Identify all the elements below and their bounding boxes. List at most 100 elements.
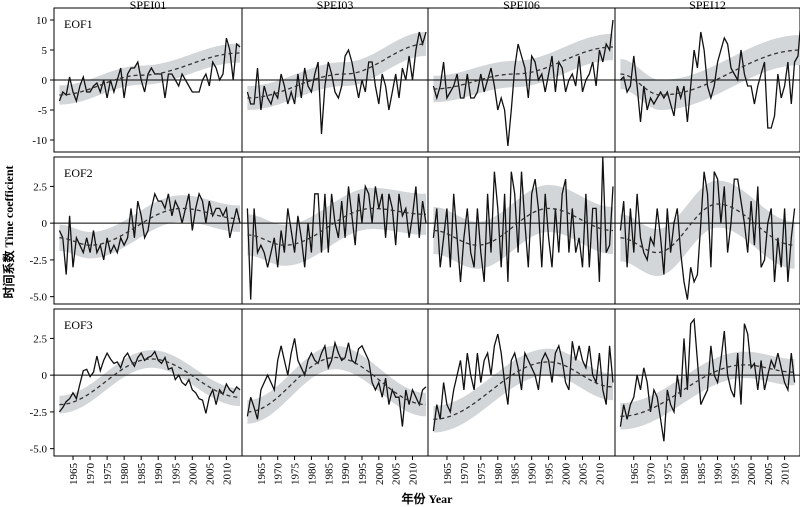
y-tick-label: 0: [42, 75, 48, 87]
x-tick-label: 2005: [578, 463, 590, 486]
series-line: [246, 338, 427, 427]
panel-eof1-spei12: [614, 7, 800, 153]
x-tick-label: 1975: [476, 463, 488, 486]
x-tick-label: 2005: [391, 463, 403, 486]
x-tick-label: 1990: [340, 463, 352, 486]
x-tick-label: 1975: [102, 463, 114, 486]
x-tick-label: 1980: [493, 463, 505, 486]
x-tick-label: 2005: [204, 463, 216, 486]
confidence-band: [433, 33, 613, 103]
y-tick-label: -10: [32, 135, 47, 147]
confidence-band: [620, 35, 800, 110]
panel-eof2-spei03: [241, 156, 429, 305]
x-tick-label: 1985: [136, 463, 148, 486]
series-line: [246, 31, 427, 135]
panel-eof3-spei03: 1965 1970 1975 1980 1985 1990 1995 2000 2005 2010: [241, 308, 429, 486]
x-tick-label: 1985: [510, 463, 522, 486]
series-line: [619, 23, 800, 129]
series-line: [619, 317, 796, 442]
panel-eof1-spei03: [241, 7, 429, 153]
y-tick-label: -2.5: [30, 255, 48, 267]
x-tick-label: 1995: [170, 463, 182, 486]
x-tick-label: 1985: [696, 463, 708, 486]
series-line: [619, 171, 796, 300]
x-tick-label: 2000: [187, 463, 199, 486]
x-tick-label: 1975: [662, 463, 674, 486]
series-line: [58, 37, 241, 104]
y-tick-label: 10: [36, 15, 48, 27]
row-label-eof3: EOF3: [64, 318, 93, 332]
x-tick-label: 2005: [763, 463, 775, 486]
panel-eof2-spei12: [614, 156, 800, 305]
x-tick-label: 1980: [119, 463, 131, 486]
panel-eof3-spei01: EOF3 2.5 0 -2.5 -5.0 1965 1970 1975 1980 1985 1990…: [30, 308, 243, 486]
x-tick-label: 2010: [780, 463, 792, 486]
series-line: [58, 191, 241, 275]
series-line: [58, 350, 241, 414]
y-tick-label: 0: [42, 370, 48, 382]
x-axis-label: 年份 Year: [402, 491, 454, 506]
trend-line: [620, 203, 795, 254]
row-label-eof1: EOF1: [64, 17, 93, 31]
confidence-band: [59, 350, 241, 414]
panel-frame: [241, 308, 429, 457]
series-line: [432, 156, 614, 282]
confidence-band: [247, 345, 426, 424]
x-tick-label: 1995: [729, 463, 741, 486]
y-tick-label: 0: [42, 218, 48, 230]
row-label-eof2: EOF2: [64, 166, 93, 180]
x-tick-label: 1965: [629, 463, 641, 486]
x-tick-label: 2000: [561, 463, 573, 486]
column-title-spei01: SPEI01: [130, 0, 167, 12]
x-tick-label: 1980: [306, 463, 318, 486]
x-tick-label: 2010: [221, 463, 233, 486]
x-tick-label: 1980: [679, 463, 691, 486]
x-tick-label: 1985: [323, 463, 335, 486]
x-tick-label: 1970: [85, 463, 97, 486]
x-tick-label: 2000: [374, 463, 386, 486]
trend-line: [59, 207, 240, 246]
panel-eof2-spei06: [427, 156, 616, 305]
y-tick-label: 5: [42, 45, 48, 57]
trend-line: [59, 358, 240, 406]
confidence-band: [59, 43, 241, 105]
trend-line: [247, 207, 426, 246]
x-tick-label: 1970: [273, 463, 285, 486]
x-tick-label: 1990: [713, 463, 725, 486]
panel-frame: [614, 308, 800, 457]
y-tick-label: 2.5: [33, 181, 47, 193]
x-tick-label: 1965: [68, 463, 80, 486]
confidence-band: [620, 351, 795, 430]
panel-eof1-spei06: [427, 7, 616, 153]
trend-line: [433, 207, 613, 246]
y-tick-label: -5: [38, 105, 48, 117]
y-tick-label: -2.5: [30, 407, 48, 419]
panel-eof1-spei01: EOF1 10 5 0 -5 -10: [32, 7, 243, 153]
panel-eof2-spei01: EOF2 2.5 0 -2.5 -5.0: [30, 156, 243, 305]
column-title-spei06: SPEI06: [503, 0, 540, 12]
trend-line: [247, 356, 427, 413]
column-title-spei03: SPEI03: [317, 0, 354, 12]
x-tick-label: 2000: [746, 463, 758, 486]
confidence-band: [247, 32, 426, 110]
x-tick-label: 1995: [357, 463, 369, 486]
series-line: [246, 183, 427, 300]
y-tick-label: 2.5: [33, 333, 47, 345]
x-tick-label: 1990: [527, 463, 539, 486]
y-tick-label: -5.0: [30, 444, 48, 456]
trend-line: [433, 361, 613, 420]
series-line: [432, 19, 614, 147]
x-tick-label: 1965: [256, 463, 268, 486]
y-tick-label: -5.0: [30, 292, 48, 304]
column-title-spei12: SPEI12: [689, 0, 726, 12]
series-line: [432, 333, 614, 432]
panel-frame: [614, 156, 800, 305]
panel-eof3-spei06: 1965 1970 1975 1980 1985 1990 1995 2000 2005 2010: [427, 308, 616, 486]
confidence-band: [247, 187, 426, 266]
x-tick-label: 1990: [153, 463, 165, 486]
x-tick-label: 1970: [459, 463, 471, 486]
x-tick-label: 2010: [594, 463, 606, 486]
trend-line: [247, 43, 426, 99]
x-tick-label: 1975: [290, 463, 302, 486]
